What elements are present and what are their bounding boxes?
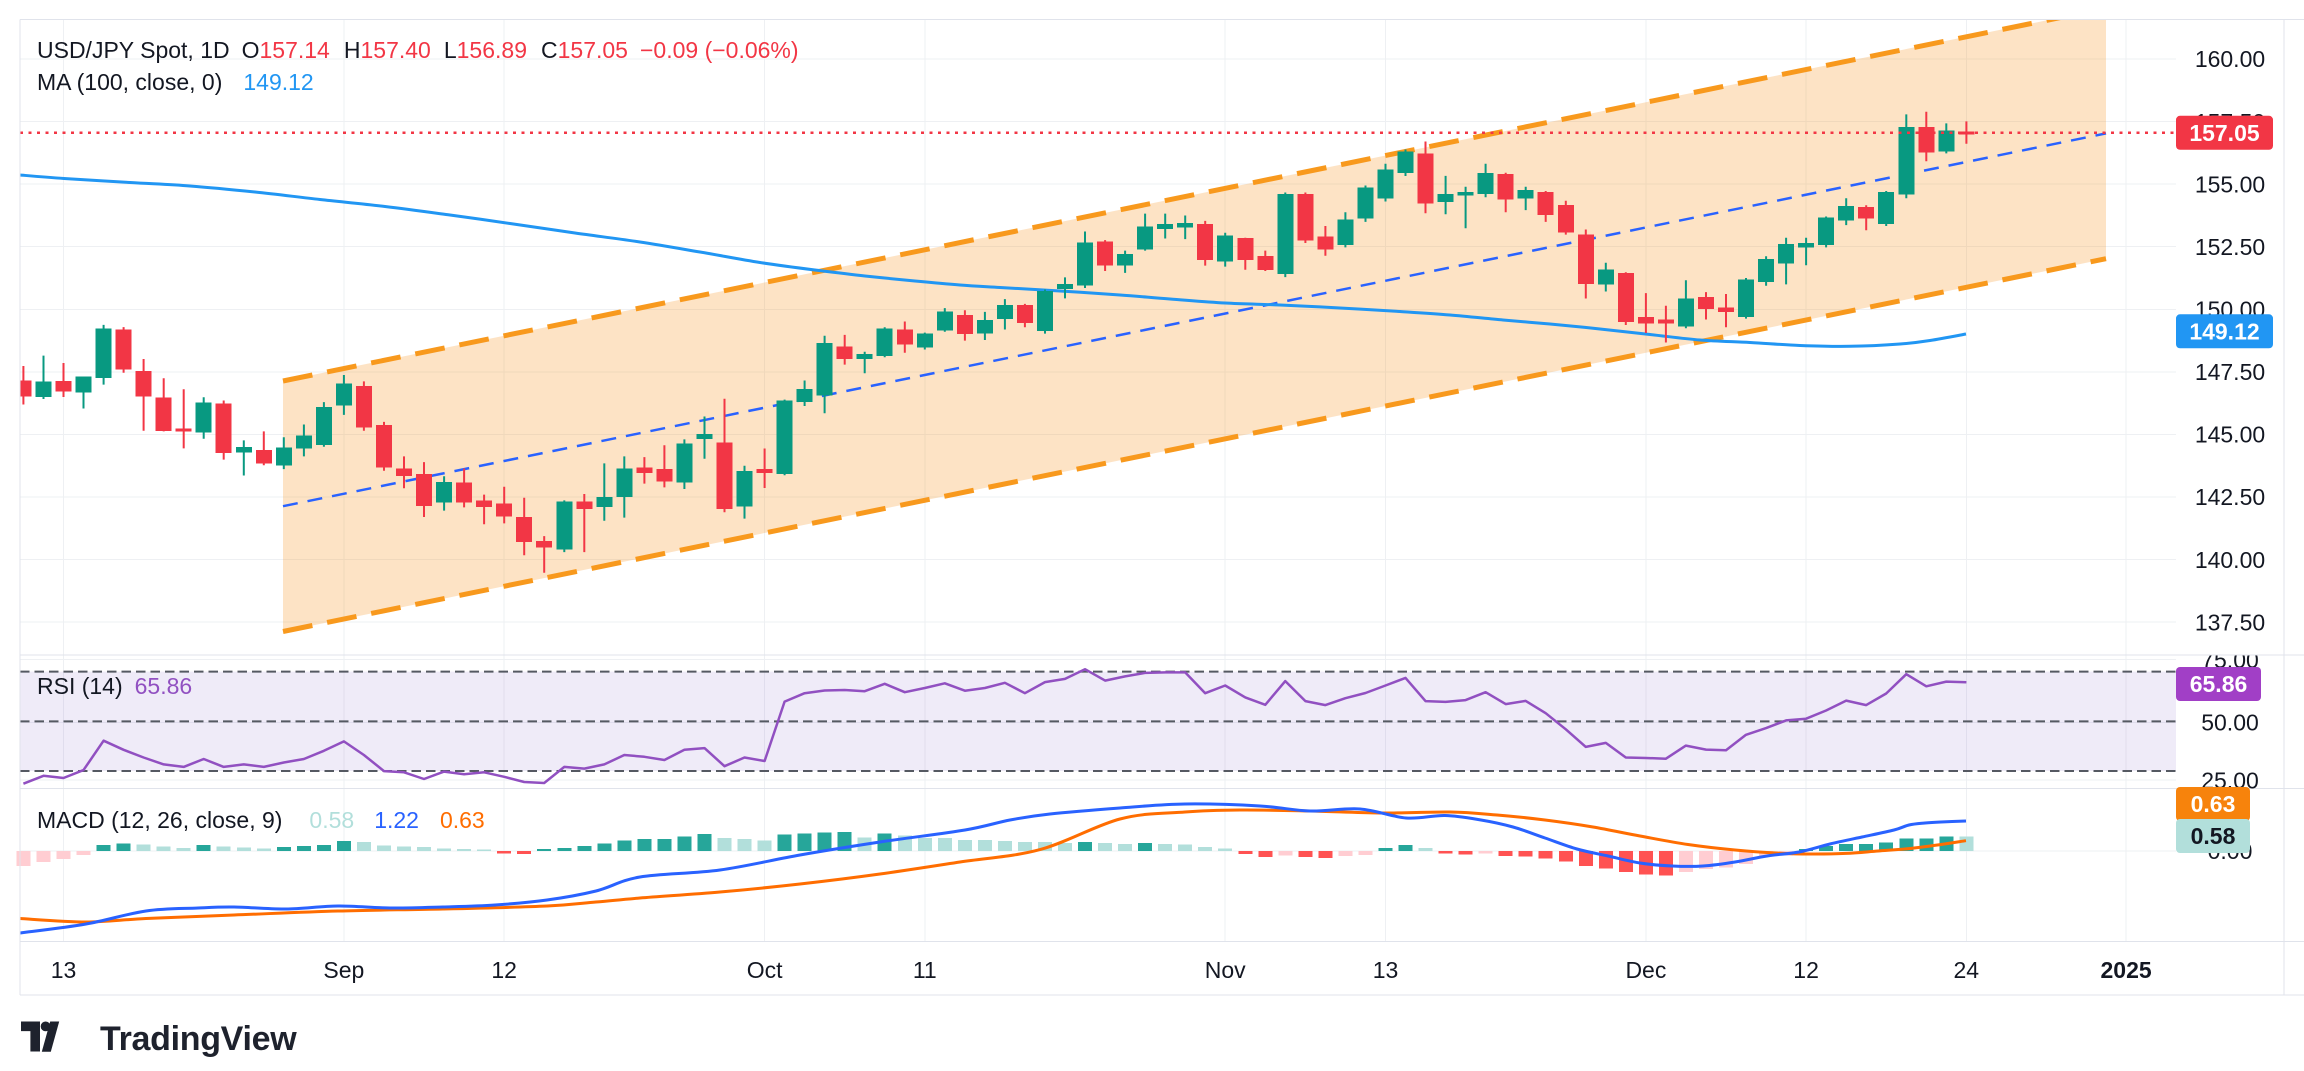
- svg-text:RSI (14)65.86: RSI (14) 65.86: [37, 673, 192, 699]
- svg-text:Oct: Oct: [747, 957, 783, 983]
- svg-text:0.58: 0.58: [2191, 823, 2236, 849]
- svg-text:65.86: 65.86: [2190, 671, 2248, 697]
- svg-text:152.50: 152.50: [2195, 234, 2265, 260]
- svg-text:147.50: 147.50: [2195, 359, 2265, 385]
- svg-text:145.00: 145.00: [2195, 422, 2265, 448]
- svg-text:12: 12: [1793, 957, 1819, 983]
- svg-text:160.00: 160.00: [2195, 46, 2265, 72]
- svg-text:149.12: 149.12: [2189, 319, 2259, 345]
- svg-text:24: 24: [1954, 957, 1980, 983]
- svg-text:140.00: 140.00: [2195, 547, 2265, 573]
- svg-text:TradingView: TradingView: [100, 1020, 297, 1058]
- svg-text:11: 11: [913, 957, 937, 983]
- svg-text:142.50: 142.50: [2195, 484, 2265, 510]
- svg-text:13: 13: [1373, 957, 1399, 983]
- svg-text:137.50: 137.50: [2195, 609, 2265, 635]
- svg-text:2025: 2025: [2101, 957, 2152, 983]
- svg-text:13: 13: [51, 957, 77, 983]
- svg-text:50.00: 50.00: [2201, 710, 2259, 736]
- svg-text:MA (100, close, 0)149.12: MA (100, close, 0) 149.12: [37, 69, 314, 95]
- svg-text:Sep: Sep: [323, 957, 364, 983]
- svg-text:Nov: Nov: [1205, 957, 1246, 983]
- svg-text:0.63: 0.63: [2191, 791, 2236, 817]
- svg-text:155.00: 155.00: [2195, 171, 2265, 197]
- svg-text:Dec: Dec: [1625, 957, 1666, 983]
- svg-text:157.05: 157.05: [2189, 120, 2260, 146]
- svg-text:MACD (12, 26, close, 9)0.581.2: MACD (12, 26, close, 9) 0.58 1.22 0.63: [37, 807, 485, 833]
- svg-text:12: 12: [491, 957, 517, 983]
